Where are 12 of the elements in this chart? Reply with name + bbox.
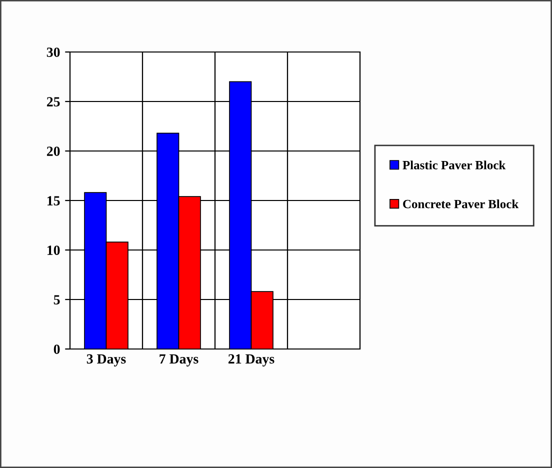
y-tick-label: 0 [54, 344, 60, 354]
y-tick-label: 30 [46, 48, 60, 57]
legend-label: Concrete Paver Block [403, 199, 519, 208]
y-tick-label: 15 [48, 196, 60, 206]
y-tick-label: 10 [48, 246, 60, 255]
y-tick-label: 20 [46, 146, 60, 156]
x-tick-label: 3 Days [86, 354, 126, 366]
y-tick-label: 5 [54, 295, 60, 304]
x-tick-label: 21 Days [228, 354, 274, 366]
legend-label: Plastic Paver Block [402, 160, 506, 170]
y-tick-label: 25 [46, 97, 60, 106]
x-tick-label: 7 Days [160, 354, 198, 366]
